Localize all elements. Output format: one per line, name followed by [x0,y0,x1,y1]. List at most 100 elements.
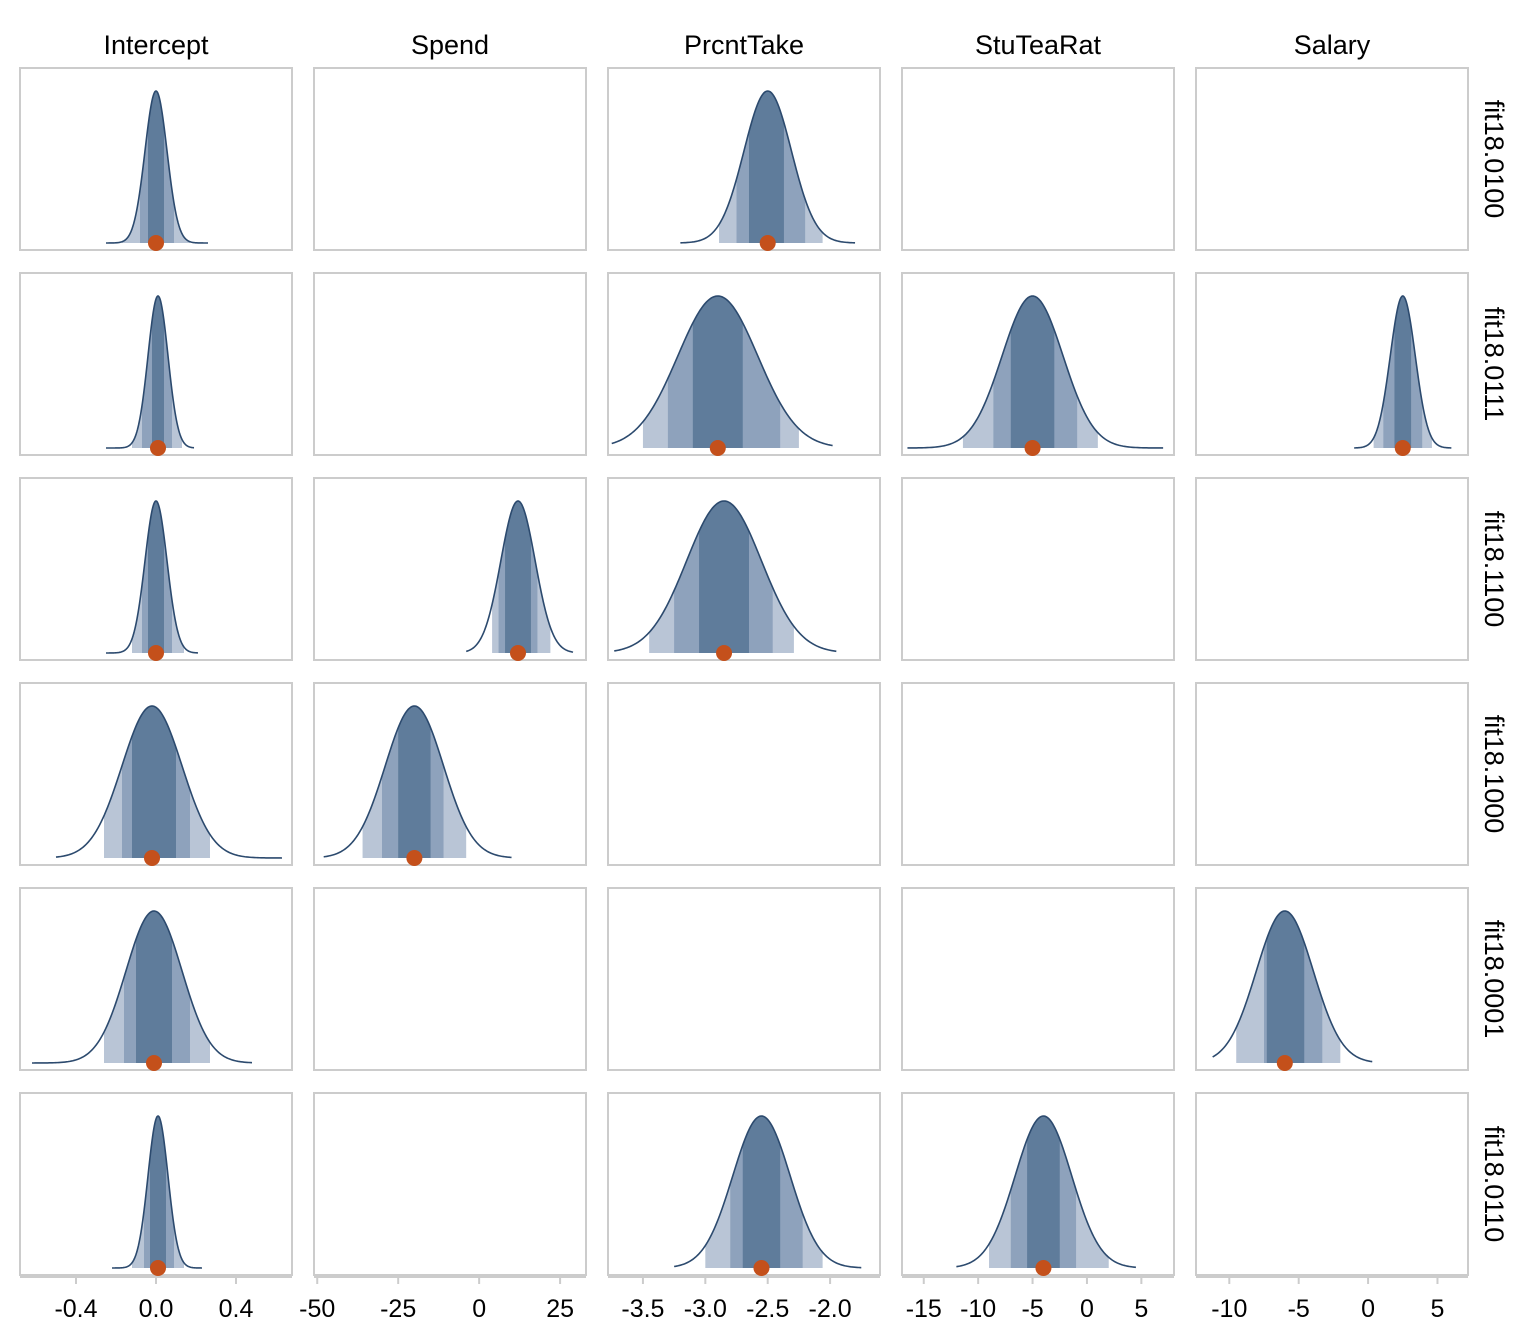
median-point [759,235,776,251]
density-outline [465,500,574,653]
density-outline [680,90,856,244]
ci50-band [398,706,431,858]
ci50-band [148,501,164,653]
density-outline [1354,295,1452,449]
density-outline [106,295,195,449]
median-point [150,1260,166,1276]
panel-fit18-1000-intercept [19,682,293,866]
panel-fit18-0100-prcnttake [607,67,881,251]
density-outline [105,500,199,654]
density-outline [956,1115,1136,1269]
posterior-fit18-0111-salary [1354,295,1452,456]
x-tick-label-stutearat: 5 [1134,1295,1148,1323]
column-title-stutearat: StuTeaRat [975,30,1102,60]
median-point [1035,1260,1052,1276]
panel-fit18-0001-prcnttake [607,887,881,1071]
posterior-fit18-0110-stutearat [956,1115,1136,1276]
panel-fit18-0001-stutearat [901,887,1175,1071]
ci50-band [692,296,743,448]
panel-fit18-0110-spend [313,1092,587,1276]
density-outline [111,1115,202,1269]
ci50-band [148,91,164,243]
posterior-fit18-0110-intercept [111,1115,202,1276]
row-label-fit18-1000: fit18.1000 [1479,715,1509,834]
column-title-salary: Salary [1294,30,1371,60]
median-point [510,645,526,661]
median-point [144,850,160,866]
panel-fit18-0100-salary [1195,67,1469,251]
panel-fit18-1000-prcnttake [607,682,881,866]
ci50-band [132,706,176,858]
column-titles: Intercept Spend PrcntTake StuTeaRat Salary [103,30,1370,60]
x-tick-label-intercept: 0.4 [219,1295,254,1323]
x-tick-label-stutearat: -5 [1021,1295,1043,1323]
row-label-fit18-0100: fit18.0100 [1479,100,1509,219]
ci50-band [1394,296,1412,448]
median-point [146,1055,162,1071]
ci50-band [505,501,531,653]
ci50-band [1027,1116,1060,1268]
x-tick-label-spend: -25 [380,1295,416,1323]
density-outline [105,90,208,244]
panels [19,67,1469,1276]
ci50-band [699,501,749,653]
density-outline [614,500,837,653]
row-label-fit18-0001: fit18.0001 [1479,920,1509,1039]
panel-fit18-1000-stutearat [901,682,1175,866]
panel-fit18-1100-salary [1195,477,1469,661]
posterior-fit18-1100-intercept [105,500,199,661]
x-tick-label-prcnttake: -2.5 [746,1295,789,1323]
median-point [709,440,726,456]
posterior-fit18-1100-spend [465,500,574,661]
column-title-prcnttake: PrcntTake [684,30,804,60]
median-point [753,1260,770,1276]
panel-fit18-0111-stutearat [901,272,1175,456]
x-tick-label-spend: 25 [546,1295,574,1323]
x-tick-label-salary: 0 [1361,1295,1375,1323]
posterior-fit18-0110-prcnttake [674,1115,862,1276]
ci50-band [742,1116,781,1268]
panel-fit18-1000-spend [313,682,587,866]
ci50-band [1266,911,1305,1063]
x-tick-label-salary: -10 [1211,1295,1247,1323]
density-outline [32,910,253,1064]
panel-fit18-1100-stutearat [901,477,1175,661]
x-tick-label-intercept: -0.4 [54,1295,97,1323]
panel-fit18-0100-spend [313,67,587,251]
row-label-fit18-0111: fit18.0111 [1479,307,1509,422]
x-tick-label-salary: 5 [1431,1295,1445,1323]
x-tick-label-spend: -50 [299,1295,335,1323]
median-point [1394,440,1411,456]
median-point [148,235,164,251]
x-tick-label-prcnttake: -2.0 [809,1295,852,1323]
panel-fit18-0111-prcnttake [607,272,881,456]
density-outline [611,295,833,447]
median-point [406,850,423,866]
posterior-fit18-1000-spend [323,705,512,866]
ci50-band [150,1116,166,1268]
row-label-fit18-0110: fit18.0110 [1479,1126,1509,1243]
median-point [148,645,164,661]
row-label-fit18-1100: fit18.1100 [1479,511,1509,628]
panel-fit18-0110-stutearat [901,1092,1175,1276]
median-point [1024,440,1041,456]
x-tick-label-prcnttake: -3.0 [684,1295,727,1323]
median-point [150,440,166,456]
posterior-fit18-0100-intercept [105,90,208,251]
panel-fit18-0001-salary [1195,887,1469,1071]
x-tick-label-stutearat: -10 [960,1295,996,1323]
panel-fit18-0001-spend [313,887,587,1071]
density-outline [55,705,283,859]
posterior-fit18-0001-intercept [32,910,253,1071]
median-point [716,645,733,661]
column-title-intercept: Intercept [103,30,209,60]
density-outline [1212,910,1373,1063]
posterior-fit18-0111-prcnttake [611,295,833,456]
posterior-fit18-0100-prcnttake [680,90,856,251]
column-title-spend: Spend [411,30,489,60]
ci50-band [136,911,172,1063]
posterior-fit18-1100-prcnttake [614,500,837,661]
panel-fit18-0111-spend [313,272,587,456]
panel-fit18-0110-prcnttake [607,1092,881,1276]
